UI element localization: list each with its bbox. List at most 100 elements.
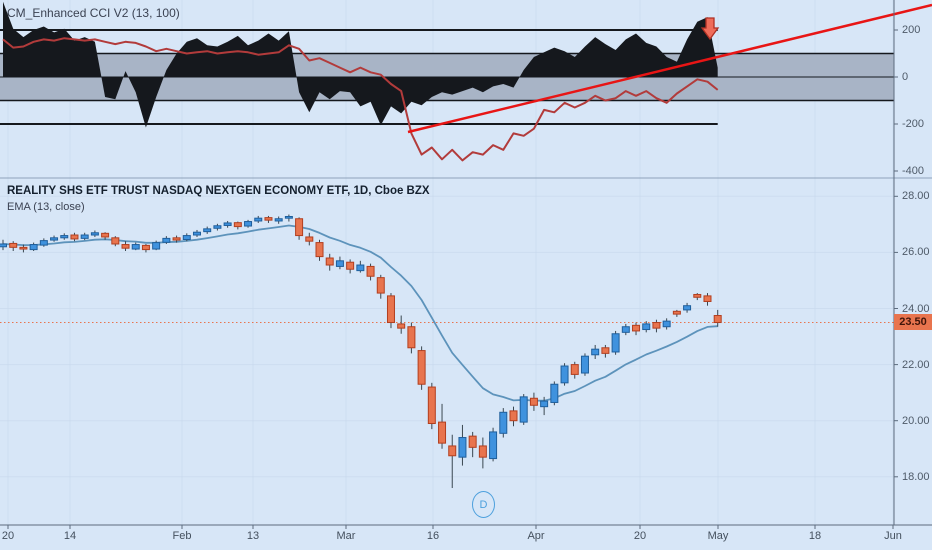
candle-down	[438, 421, 447, 444]
cci-area	[3, 1, 718, 128]
candle-down	[172, 237, 181, 241]
candle-down	[295, 218, 304, 237]
candle-up	[162, 237, 171, 243]
candle-down	[652, 322, 661, 329]
candle-up	[203, 228, 212, 233]
dividend-marker[interactable]: D	[472, 491, 495, 518]
time-axis-label: 20	[1, 530, 15, 542]
candle-down	[366, 265, 375, 277]
price-pane	[0, 214, 894, 489]
candle-up	[39, 240, 48, 246]
candle-down	[703, 295, 712, 302]
candle-down	[19, 246, 28, 250]
time-axis-label: Mar	[336, 530, 356, 542]
candle-down	[407, 326, 416, 349]
candle-up	[152, 242, 161, 250]
candle-down	[325, 257, 334, 266]
candle-down	[315, 242, 324, 258]
candle-up	[80, 234, 89, 239]
candle-up	[274, 218, 283, 222]
price-axis-label: 26.00	[902, 246, 930, 259]
candle-down	[141, 244, 150, 251]
candle-down	[601, 347, 610, 354]
time-axis-label: Feb	[172, 530, 192, 542]
indicator-axis-label: 200	[902, 24, 921, 36]
candle-down	[468, 435, 477, 448]
candle-up	[519, 396, 528, 423]
time-axis-label: 18	[808, 530, 822, 542]
candle-up	[611, 333, 620, 353]
ema-line	[2, 224, 718, 402]
candle-down	[264, 217, 273, 221]
candle-up	[223, 222, 232, 226]
candle-down	[448, 445, 457, 457]
candle-up	[356, 264, 365, 272]
indicator-pane-title: CM_Enhanced CCI V2 (13, 100)	[7, 6, 180, 20]
candle-up	[182, 235, 191, 240]
candle-up	[499, 411, 508, 434]
indicator-axis-label: -400	[902, 165, 925, 177]
price-axis-label: 24.00	[902, 302, 930, 315]
candle-down	[121, 244, 130, 249]
candle-down	[9, 242, 18, 248]
candle-up	[254, 217, 263, 222]
candle-down	[386, 295, 395, 324]
candle-down	[346, 261, 355, 270]
candle-up	[642, 323, 651, 331]
price-axis-label: 28.00	[902, 190, 930, 203]
candle-down	[509, 410, 518, 422]
candle-down	[713, 315, 722, 324]
candle-down	[70, 234, 79, 240]
candle-up	[489, 431, 498, 460]
candle-down	[632, 324, 641, 332]
price-axis-label: 18.00	[902, 470, 930, 483]
candle-up	[284, 215, 293, 219]
candle-up	[90, 232, 99, 236]
candle-up	[0, 243, 7, 248]
candle-down	[427, 386, 436, 425]
candle-up	[591, 348, 600, 356]
time-axis-label: Apr	[527, 530, 545, 542]
candle-up	[131, 244, 140, 250]
candle-down	[672, 310, 681, 315]
candle-down	[570, 364, 579, 375]
candle-down	[305, 236, 314, 242]
candle-up	[621, 326, 630, 333]
time-axis-label: May	[707, 530, 729, 542]
candle-up	[580, 355, 589, 374]
horizontal-gridlines	[0, 195, 894, 478]
candle-down	[376, 277, 385, 294]
candle-down	[111, 237, 120, 245]
time-axis-label: 16	[426, 530, 440, 542]
candle-up	[335, 260, 344, 267]
candle-down	[417, 350, 426, 385]
cci-100-line	[2, 37, 719, 162]
cci-pane	[0, 1, 894, 162]
down-arrow-marker[interactable]	[700, 17, 720, 41]
last-price-tag: 23.50	[894, 314, 932, 330]
candle-down	[693, 293, 702, 298]
trend-line[interactable]	[407, 3, 932, 134]
candle-up	[29, 244, 38, 251]
time-scale[interactable]	[0, 525, 932, 550]
candle-up	[50, 237, 59, 241]
price-axis-label: 22.00	[902, 358, 930, 371]
candle-up	[540, 400, 549, 408]
price-scale[interactable]	[894, 0, 932, 525]
candle-down	[397, 323, 406, 329]
candle-up	[550, 383, 559, 403]
candle-up	[662, 320, 671, 328]
candle-up	[458, 437, 467, 458]
candle-up	[60, 235, 69, 239]
time-axis-label: 14	[63, 530, 77, 542]
candles	[0, 214, 722, 489]
candle-up	[213, 225, 222, 229]
axis-ticks	[7, 29, 898, 529]
candle-down	[233, 222, 242, 228]
symbol-title: REALITY SHS ETF TRUST NASDAQ NEXTGEN ECO…	[7, 185, 430, 197]
candle-down	[529, 397, 538, 406]
ema-indicator-label: EMA (13, close)	[7, 201, 85, 213]
price-axis-label: 20.00	[902, 414, 930, 427]
